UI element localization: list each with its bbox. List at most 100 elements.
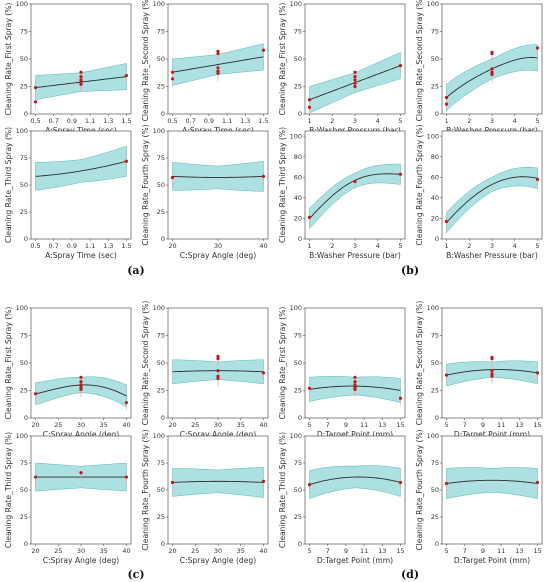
y-tick-label: 80 [294, 153, 302, 161]
x-tick-label: 35 [237, 421, 245, 429]
fit-line [35, 160, 127, 177]
x-tick-label: 11 [360, 547, 368, 555]
confidence-band [172, 160, 264, 192]
x-tick-label: 25 [191, 547, 199, 555]
data-point [353, 78, 357, 82]
x-tick-label: 7 [326, 421, 330, 429]
x-tick-label: 4 [376, 117, 380, 125]
data-point [490, 369, 494, 373]
x-tick-label: 3 [353, 242, 357, 250]
y-tick-label: 100 [153, 0, 165, 8]
subplot-11: 0 25 50 75 100 5 7 9 11 13 15D:Target Point (mm) Cl… [278, 304, 406, 439]
fit-line [446, 479, 538, 484]
x-tick-label: 9 [481, 547, 485, 555]
data-point [79, 471, 83, 475]
data-point [261, 174, 266, 178]
data-point [33, 100, 38, 104]
fit-line [172, 175, 264, 178]
x-tick-label: 13 [378, 547, 386, 555]
y-axis-label: Cleaning Rate_Second Spray (%) [415, 301, 424, 426]
x-axis-label: B:Washer Pressure (bar) [446, 126, 538, 135]
x-tick-label: 1.1 [222, 117, 232, 125]
y-tick-label: 75 [157, 459, 165, 467]
y-tick-label: 20 [294, 215, 302, 223]
y-tick-label: 25 [20, 83, 28, 91]
data-point [216, 376, 220, 380]
x-axis-label: D:Target Point (mm) [317, 556, 393, 565]
x-tick-label: 0.9 [67, 117, 77, 125]
y-tick-label: 50 [431, 359, 439, 367]
confidence-band [35, 145, 127, 191]
data-point [79, 385, 83, 389]
y-tick-label: 0 [24, 540, 28, 548]
subplot-12: 0 25 50 75 100 5 7 9 11 13 15D:Target Point (mm) Cl… [415, 301, 543, 439]
y-tick-label: 100 [427, 132, 439, 140]
data-point [33, 475, 38, 479]
data-point [216, 51, 220, 56]
y-axis-label: Cleaning Rate_Second Spray (%) [141, 301, 150, 426]
y-axis-label: Cleaning Rate_First Spray (%) [4, 3, 13, 116]
data-point [444, 373, 449, 377]
data-point [79, 375, 83, 379]
data-point [261, 479, 266, 483]
data-point [79, 80, 83, 84]
y-tick-label: 75 [431, 28, 439, 36]
y-axis-label: Cleaning Rate_Fourth Spray (%) [141, 124, 150, 245]
x-axis-label: A:Spray Time (sec) [182, 126, 254, 135]
confidence-band [309, 465, 401, 500]
y-tick-label: 25 [294, 513, 302, 521]
x-tick-label: 0.7 [49, 117, 59, 125]
x-tick-label: 1.1 [85, 242, 95, 250]
fit-line [446, 176, 538, 223]
data-point [353, 81, 357, 85]
x-tick-label: 40 [259, 242, 267, 250]
y-tick-label: 0 [161, 110, 165, 118]
x-tick-label: 30 [214, 242, 222, 250]
x-tick-label: 11 [360, 421, 368, 429]
data-point [79, 387, 83, 391]
x-tick-label: 11 [497, 421, 505, 429]
x-tick-label: 1.5 [121, 242, 131, 250]
x-tick-label: 13 [515, 547, 523, 555]
data-point [307, 483, 312, 487]
x-tick-label: 40 [122, 547, 130, 555]
y-tick-label: 50 [20, 55, 28, 63]
x-tick-label: 20 [168, 242, 176, 250]
y-tick-label: 25 [157, 83, 165, 91]
x-tick-label: 40 [259, 547, 267, 555]
confidence-band [172, 467, 264, 498]
y-tick-label: 100 [16, 127, 28, 135]
x-tick-label: 20 [31, 547, 39, 555]
subplot-3: 0 25 50 75 100 1 2 3 4 5B:Washer Pressure (bar) Cl… [278, 0, 406, 135]
x-tick-label: 0.5 [30, 117, 40, 125]
y-tick-label: 100 [290, 432, 302, 440]
data-point [216, 71, 220, 75]
data-point [490, 357, 494, 361]
y-axis-label: Cleaning Rate_First Spray (%) [278, 307, 287, 420]
x-tick-label: 13 [515, 421, 523, 429]
x-tick-label: 1.5 [258, 117, 268, 125]
x-axis-label: B:Washer Pressure (bar) [446, 251, 538, 260]
x-tick-label: 30 [77, 421, 85, 429]
x-tick-label: 5 [307, 547, 311, 555]
x-tick-label: 2 [330, 117, 334, 125]
data-point [490, 51, 494, 56]
y-axis-label: Cleaning Rate_First Spray (%) [278, 3, 287, 116]
x-tick-label: 15 [533, 547, 541, 555]
y-tick-label: 25 [157, 513, 165, 521]
x-tick-label: 7 [463, 547, 467, 555]
x-tick-label: 35 [100, 547, 108, 555]
y-tick-label: 60 [294, 173, 302, 181]
data-point [79, 75, 83, 79]
panel-label-c: (c) [127, 568, 144, 581]
x-axis-label: D:Target Point (mm) [317, 430, 393, 439]
x-tick-label: 9 [344, 421, 348, 429]
y-tick-label: 0 [161, 540, 165, 548]
x-tick-label: 3 [490, 117, 494, 125]
x-tick-label: 0.5 [30, 242, 40, 250]
y-tick-label: 40 [431, 194, 439, 202]
data-point [307, 215, 312, 219]
